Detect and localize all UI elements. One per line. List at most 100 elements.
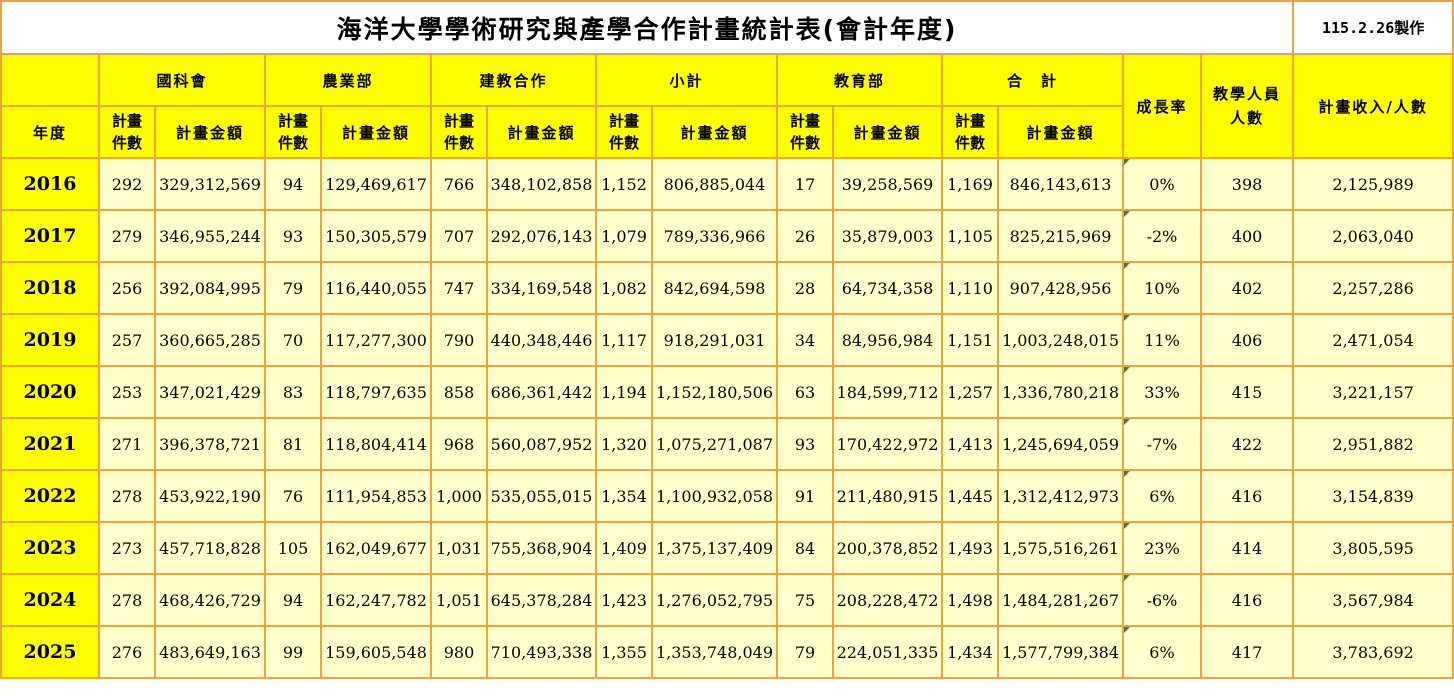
faculty-count-cell[interactable]: 414: [1199, 521, 1295, 575]
amount-cell[interactable]: 468,426,729: [154, 573, 266, 627]
amount-cell[interactable]: 1,353,748,049: [651, 625, 778, 679]
count-header[interactable]: 計畫件數: [98, 105, 156, 159]
count-cell[interactable]: 273: [98, 521, 156, 575]
count-cell[interactable]: 1,151: [941, 313, 999, 367]
income-per-person-header[interactable]: 計畫收入/人數: [1292, 53, 1454, 159]
count-cell[interactable]: 256: [98, 261, 156, 315]
group-header-agriculture[interactable]: 農業部: [264, 53, 432, 107]
growth-rate-cell[interactable]: 23%: [1122, 521, 1202, 575]
amount-header[interactable]: 計畫金額: [832, 105, 943, 159]
amount-cell[interactable]: 1,245,694,059: [997, 417, 1124, 471]
income-per-person-cell[interactable]: 3,221,157: [1292, 365, 1454, 419]
count-cell[interactable]: 707: [430, 209, 488, 263]
amount-cell[interactable]: 1,276,052,795: [651, 573, 778, 627]
amount-cell[interactable]: 116,440,055: [320, 261, 432, 315]
income-per-person-cell[interactable]: 2,257,286: [1292, 261, 1454, 315]
count-cell[interactable]: 75: [776, 573, 834, 627]
faculty-count-cell[interactable]: 416: [1199, 469, 1295, 523]
amount-cell[interactable]: 396,378,721: [154, 417, 266, 471]
count-cell[interactable]: 94: [264, 573, 322, 627]
count-cell[interactable]: 17: [776, 157, 834, 211]
amount-cell[interactable]: 184,599,712: [832, 365, 943, 419]
income-per-person-cell[interactable]: 2,471,054: [1292, 313, 1454, 367]
amount-cell[interactable]: 560,087,952: [486, 417, 597, 471]
income-per-person-cell[interactable]: 3,783,692: [1292, 625, 1454, 679]
amount-header[interactable]: 計畫金額: [486, 105, 597, 159]
amount-header[interactable]: 計畫金額: [651, 105, 778, 159]
year-cell[interactable]: 2024: [0, 573, 100, 627]
count-cell[interactable]: 766: [430, 157, 488, 211]
income-per-person-cell[interactable]: 2,125,989: [1292, 157, 1454, 211]
year-cell[interactable]: 2023: [0, 521, 100, 575]
count-cell[interactable]: 278: [98, 573, 156, 627]
count-cell[interactable]: 79: [264, 261, 322, 315]
count-cell[interactable]: 26: [776, 209, 834, 263]
count-cell[interactable]: 980: [430, 625, 488, 679]
amount-cell[interactable]: 1,152,180,506: [651, 365, 778, 419]
count-cell[interactable]: 76: [264, 469, 322, 523]
count-cell[interactable]: 1,110: [941, 261, 999, 315]
amount-cell[interactable]: 1,100,932,058: [651, 469, 778, 523]
amount-cell[interactable]: 789,336,966: [651, 209, 778, 263]
count-cell[interactable]: 34: [776, 313, 834, 367]
faculty-count-cell[interactable]: 416: [1199, 573, 1295, 627]
amount-cell[interactable]: 1,375,137,409: [651, 521, 778, 575]
amount-cell[interactable]: 846,143,613: [997, 157, 1124, 211]
amount-cell[interactable]: 825,215,969: [997, 209, 1124, 263]
income-per-person-cell[interactable]: 3,805,595: [1292, 521, 1454, 575]
amount-cell[interactable]: 1,577,799,384: [997, 625, 1124, 679]
amount-cell[interactable]: 170,422,972: [832, 417, 943, 471]
count-cell[interactable]: 99: [264, 625, 322, 679]
amount-cell[interactable]: 360,665,285: [154, 313, 266, 367]
count-cell[interactable]: 292: [98, 157, 156, 211]
amount-cell[interactable]: 211,480,915: [832, 469, 943, 523]
sheet-title[interactable]: 海洋大學學術研究與產學合作計畫統計表(會計年度): [0, 0, 1295, 55]
amount-cell[interactable]: 440,348,446: [486, 313, 597, 367]
amount-header[interactable]: 計畫金額: [997, 105, 1124, 159]
amount-cell[interactable]: 907,428,956: [997, 261, 1124, 315]
amount-cell[interactable]: 806,885,044: [651, 157, 778, 211]
year-cell[interactable]: 2020: [0, 365, 100, 419]
count-header[interactable]: 計畫件數: [595, 105, 653, 159]
faculty-count-cell[interactable]: 415: [1199, 365, 1295, 419]
count-cell[interactable]: 1,493: [941, 521, 999, 575]
faculty-count-cell[interactable]: 398: [1199, 157, 1295, 211]
growth-rate-cell[interactable]: 6%: [1122, 625, 1202, 679]
faculty-count-cell[interactable]: 406: [1199, 313, 1295, 367]
year-cell[interactable]: 2021: [0, 417, 100, 471]
amount-cell[interactable]: 453,922,190: [154, 469, 266, 523]
group-header-education[interactable]: 教育部: [776, 53, 943, 107]
count-cell[interactable]: 93: [264, 209, 322, 263]
count-cell[interactable]: 1,354: [595, 469, 653, 523]
growth-rate-cell[interactable]: 6%: [1122, 469, 1202, 523]
count-cell[interactable]: 1,082: [595, 261, 653, 315]
count-cell[interactable]: 93: [776, 417, 834, 471]
count-cell[interactable]: 790: [430, 313, 488, 367]
count-cell[interactable]: 1,434: [941, 625, 999, 679]
count-cell[interactable]: 1,031: [430, 521, 488, 575]
year-header[interactable]: 年度: [0, 105, 100, 159]
amount-cell[interactable]: 1,312,412,973: [997, 469, 1124, 523]
count-cell[interactable]: 1,000: [430, 469, 488, 523]
count-cell[interactable]: 91: [776, 469, 834, 523]
income-per-person-cell[interactable]: 2,951,882: [1292, 417, 1454, 471]
year-cell[interactable]: 2025: [0, 625, 100, 679]
count-cell[interactable]: 28: [776, 261, 834, 315]
count-cell[interactable]: 1,320: [595, 417, 653, 471]
income-per-person-cell[interactable]: 3,154,839: [1292, 469, 1454, 523]
amount-cell[interactable]: 918,291,031: [651, 313, 778, 367]
count-cell[interactable]: 1,409: [595, 521, 653, 575]
amount-cell[interactable]: 162,247,782: [320, 573, 432, 627]
amount-cell[interactable]: 334,169,548: [486, 261, 597, 315]
growth-rate-cell[interactable]: 11%: [1122, 313, 1202, 367]
year-cell[interactable]: 2016: [0, 157, 100, 211]
count-cell[interactable]: 271: [98, 417, 156, 471]
count-cell[interactable]: 1,152: [595, 157, 653, 211]
count-cell[interactable]: 1,117: [595, 313, 653, 367]
faculty-count-cell[interactable]: 422: [1199, 417, 1295, 471]
amount-cell[interactable]: 39,258,569: [832, 157, 943, 211]
header-blank[interactable]: [0, 53, 100, 107]
amount-cell[interactable]: 645,378,284: [486, 573, 597, 627]
amount-header[interactable]: 計畫金額: [320, 105, 432, 159]
count-cell[interactable]: 83: [264, 365, 322, 419]
